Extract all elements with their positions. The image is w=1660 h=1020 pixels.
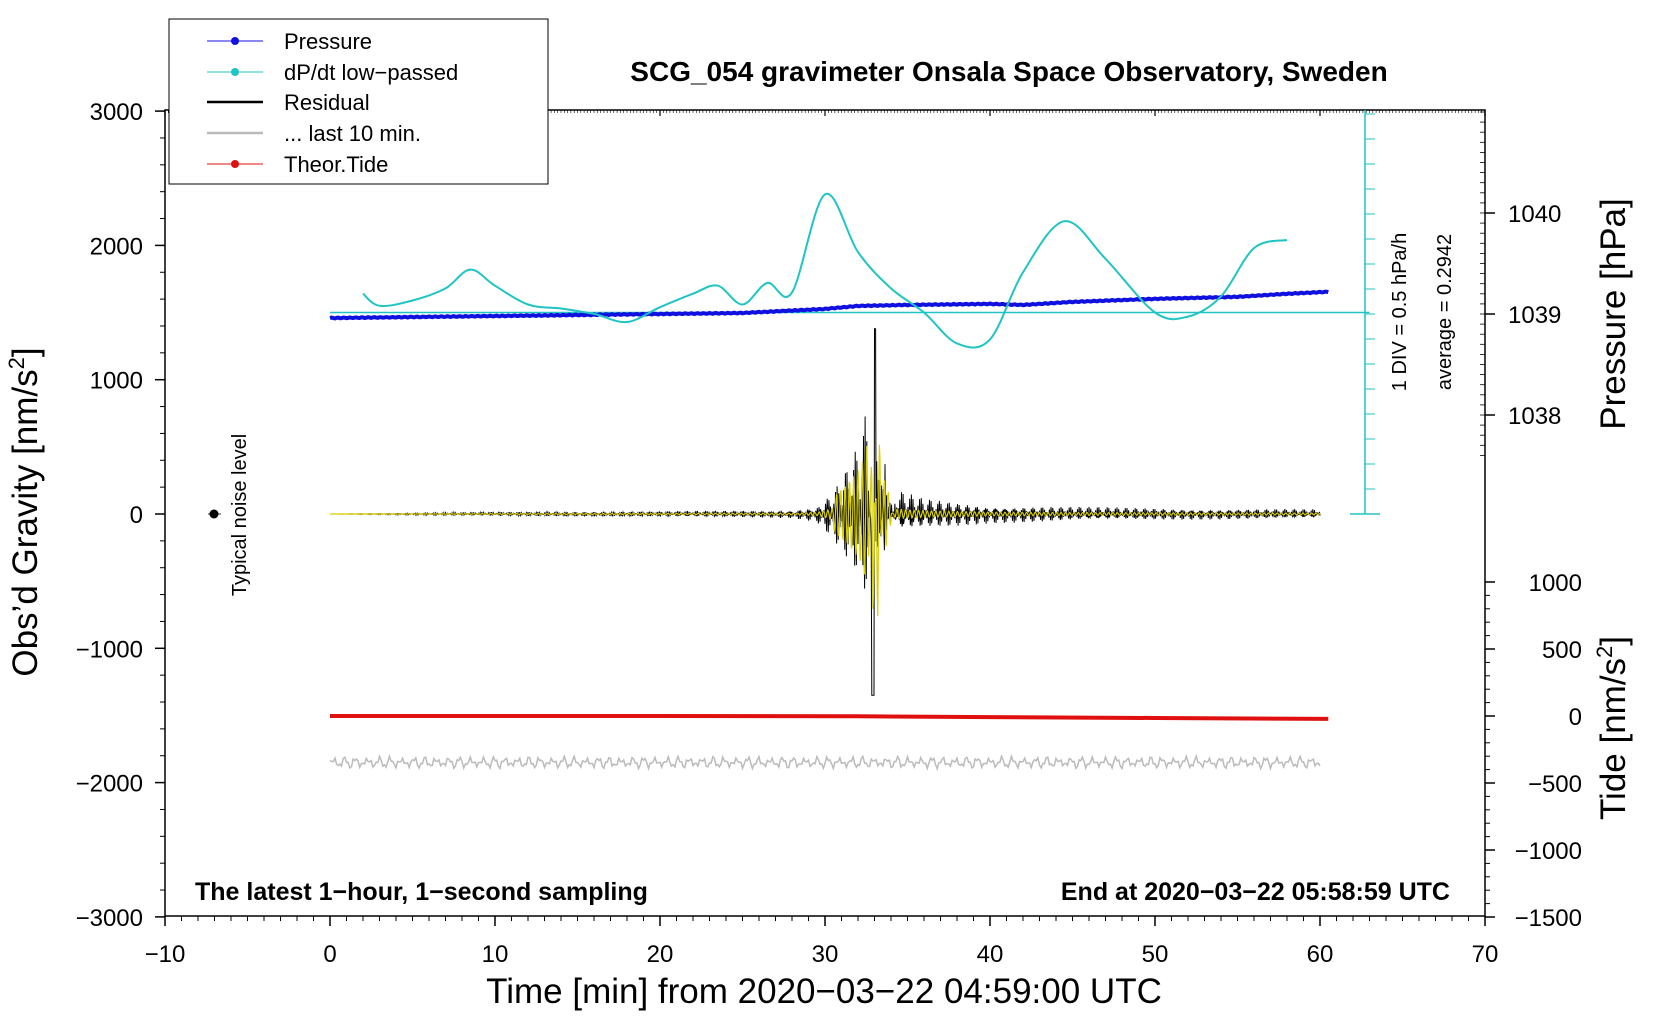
y-tick-label: −1000	[76, 636, 143, 663]
ylabel-superscript: 2	[4, 357, 29, 369]
x-tick-label: 20	[647, 941, 674, 968]
bottom-right-note: End at 2020−03−22 05:58:59 UTC	[1061, 878, 1450, 906]
x-tick-labels: −10 0 10 20 30 40 50 60 70	[145, 941, 1499, 968]
y-tick-label: 1000	[90, 368, 143, 395]
legend: Pressure dP/dt low−passed Residual ... l…	[168, 18, 549, 185]
legend-marker-pressure	[231, 37, 239, 45]
noise-level-label: Typical noise level	[229, 434, 251, 596]
y-tick-label: 2000	[90, 233, 143, 260]
y-axis-label-gravity: Obs’d Gravity [nm/s2]	[4, 347, 45, 676]
svg-text:dP/dt low−passed: dP/dt low−passed	[284, 60, 458, 85]
y-tick-label: −3000	[76, 905, 143, 932]
legend-entry-pressure: Pressure	[207, 29, 372, 54]
x-tick-label: 40	[977, 941, 1004, 968]
x-tick-label: −10	[145, 941, 186, 968]
pressure-tick-labels: 1040 1039 1038	[1508, 201, 1561, 430]
tide-tick-label: 0	[1569, 704, 1582, 731]
dpdt-scale-label: 1 DIV = 0.5 hPa/h	[1389, 233, 1411, 391]
pressure-tick-label: 1039	[1508, 302, 1561, 329]
y-tick-label: 3000	[90, 99, 143, 126]
tide-tick-label: −1500	[1515, 905, 1582, 932]
y-tick-label: −2000	[76, 771, 143, 798]
svg-text:Theor.Tide: Theor.Tide	[284, 152, 388, 177]
legend-marker-tide	[231, 160, 239, 168]
y-tick-label: 0	[130, 502, 143, 529]
series-dpdt	[362, 192, 1288, 349]
tide-superscript: 2	[1592, 646, 1617, 658]
x-axis-label: Time [min] from 2020−03−22 04:59:00 UTC	[486, 972, 1162, 1011]
series-last-10-min	[329, 753, 1321, 772]
chart-title: SCG_054 gravimeter Onsala Space Observat…	[630, 56, 1387, 87]
svg-text:Residual: Residual	[284, 90, 370, 115]
tide-tick-label: 500	[1542, 637, 1582, 664]
legend-entry-tide: Theor.Tide	[207, 152, 388, 177]
legend-entry-residual: Residual	[207, 90, 370, 115]
y-axis-label-tide: Tide [nm/s2]	[1592, 636, 1633, 820]
x-tick-label: 10	[482, 941, 509, 968]
y-axis-label-pressure: Pressure [hPa]	[1594, 198, 1633, 430]
pressure-tick-label: 1038	[1508, 403, 1561, 430]
x-tick-label: 70	[1472, 941, 1499, 968]
ylabel-close: ]	[6, 347, 45, 357]
x-tick-label: 60	[1307, 941, 1334, 968]
series-pressure	[329, 289, 1329, 321]
series-layer	[329, 192, 1370, 772]
tide-tick-label: −1000	[1515, 838, 1582, 865]
gravity-tick-labels: 3000 2000 1000 0 −1000 −2000 −3000	[76, 99, 143, 932]
legend-entry-last10: ... last 10 min.	[207, 121, 421, 146]
dpdt-average-label: average = 0.2942	[1434, 234, 1456, 390]
tide-tick-labels: 1000 500 0 −500 −1000 −1500	[1515, 570, 1582, 932]
x-tick-label: 30	[812, 941, 839, 968]
pressure-tick-label: 1040	[1508, 201, 1561, 228]
x-tick-label: 50	[1142, 941, 1169, 968]
legend-entry-dpdt: dP/dt low−passed	[207, 60, 458, 85]
noise-level-marker	[208, 509, 221, 519]
svg-text:Pressure: Pressure	[284, 29, 372, 54]
tide-tick-label: 1000	[1529, 570, 1582, 597]
svg-text:... last 10 min.: ... last 10 min.	[284, 121, 421, 146]
bottom-left-note: The latest 1−hour, 1−second sampling	[195, 878, 648, 906]
tide-tick-label: −500	[1528, 771, 1582, 798]
series-theor-tide	[330, 714, 1329, 721]
series-residual-filtered	[330, 444, 1321, 617]
legend-marker-dpdt	[231, 68, 239, 76]
tide-close: ]	[1594, 636, 1633, 646]
x-tick-label: 0	[323, 941, 336, 968]
